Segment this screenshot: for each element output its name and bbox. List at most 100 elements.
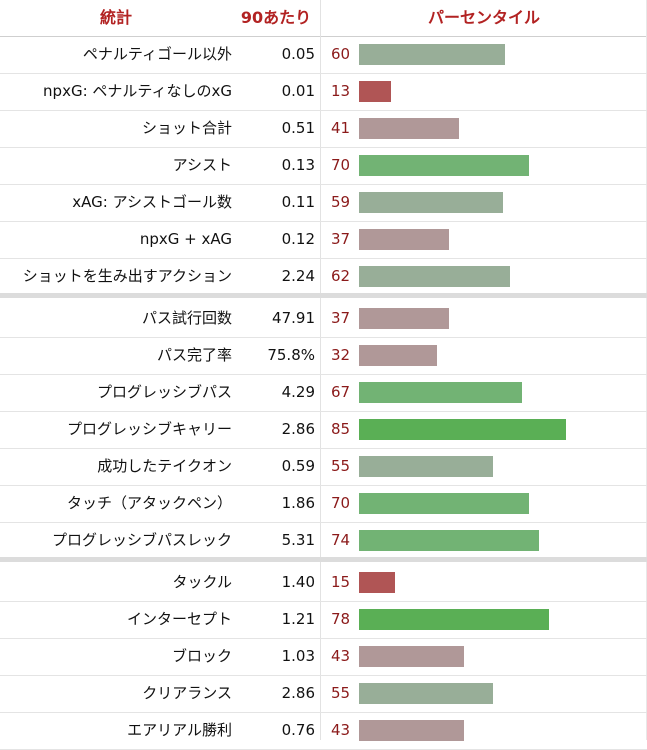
percentile-bar [359, 81, 391, 102]
percentile-bar [359, 192, 503, 213]
percentile-value: 15 [331, 573, 351, 591]
percentile-bar [359, 229, 449, 250]
stat-label: ショットを生み出すアクション [22, 267, 232, 285]
stat-label: npxG: ペナルティなしのxG [43, 82, 232, 100]
percentile-value: 70 [331, 494, 351, 512]
table-row: ペナルティゴール以外 0.05 60 [0, 36, 647, 74]
percentile-value: 60 [331, 45, 351, 63]
percentile-bar [359, 572, 395, 593]
table-row: アシスト 0.13 70 [0, 147, 647, 185]
stat-label: プログレッシブキャリー [66, 420, 232, 438]
stat-label: エアリアル勝利 [127, 721, 232, 739]
stat-label: インターセプト [126, 610, 232, 628]
per90-value: 0.11 [281, 193, 315, 211]
percentile-bar [359, 155, 529, 176]
table-row: パス完了率 75.8% 32 [0, 337, 647, 375]
group-separator [0, 557, 647, 562]
percentile-value: 37 [331, 309, 351, 327]
percentile-bar [359, 609, 549, 630]
per90-value: 0.12 [281, 230, 315, 248]
stat-label: タッチ（アタックペン） [66, 494, 232, 512]
percentile-value: 37 [331, 230, 351, 248]
column-header-stat: 統計 [99, 8, 132, 27]
stat-label: プログレッシブパスレック [51, 531, 232, 549]
table-row: ブロック 1.03 43 [0, 638, 647, 676]
per90-value: 75.8% [267, 346, 315, 364]
table-row: エアリアル勝利 0.76 43 [0, 712, 647, 750]
percentile-bar [359, 493, 529, 514]
table-row: クリアランス 2.86 55 [0, 675, 647, 713]
table-row: パス試行回数 47.91 37 [0, 300, 647, 338]
percentile-bar [359, 530, 539, 551]
table-row: ショット合計 0.51 41 [0, 110, 647, 148]
table-row: npxG: ペナルティなしのxG 0.01 13 [0, 73, 647, 111]
stat-label: プログレッシブパス [96, 383, 232, 401]
table-row: プログレッシブパス 4.29 67 [0, 374, 647, 412]
stat-label: パス完了率 [156, 346, 232, 364]
percentile-value: 62 [331, 267, 351, 285]
stat-label: xAG: アシストゴール数 [72, 193, 232, 211]
per90-value: 0.51 [281, 119, 315, 137]
percentile-value: 59 [331, 193, 351, 211]
per90-value: 0.13 [281, 156, 315, 174]
percentile-bar [359, 720, 464, 741]
table-row: タッチ（アタックペン） 1.86 70 [0, 485, 647, 523]
percentile-value: 55 [331, 684, 351, 702]
percentile-value: 67 [331, 383, 351, 401]
percentile-value: 85 [331, 420, 351, 438]
stat-label: npxG + xAG [139, 230, 232, 248]
stat-label: ブロック [171, 647, 232, 665]
stat-label: アシスト [172, 156, 232, 174]
table-row: タックル 1.40 15 [0, 564, 647, 602]
percentile-value: 13 [331, 82, 351, 100]
per90-value: 0.01 [281, 82, 315, 100]
table-row: xAG: アシストゴール数 0.11 59 [0, 184, 647, 222]
percentile-value: 43 [331, 647, 351, 665]
table-row: インターセプト 1.21 78 [0, 601, 647, 639]
column-header-percentile: パーセンタイル [427, 8, 540, 27]
table-row: npxG + xAG 0.12 37 [0, 221, 647, 259]
percentile-bar [359, 44, 505, 65]
per90-value: 2.24 [281, 267, 315, 285]
per90-value: 1.03 [281, 647, 315, 665]
percentile-value: 55 [331, 457, 351, 475]
percentile-bar [359, 382, 522, 403]
per90-value: 4.29 [281, 383, 315, 401]
percentile-value: 43 [331, 721, 351, 739]
percentile-value: 70 [331, 156, 351, 174]
stat-label: パス試行回数 [141, 309, 232, 327]
table-row: プログレッシブパスレック 5.31 74 [0, 522, 647, 560]
table-header: 統計 90あたり パーセンタイル [0, 0, 647, 37]
table-row: プログレッシブキャリー 2.86 85 [0, 411, 647, 449]
stat-label: クリアランス [142, 684, 232, 702]
stat-label: タックル [172, 573, 232, 591]
percentile-bar [359, 646, 464, 667]
percentile-bar [359, 266, 510, 287]
per90-value: 5.31 [281, 531, 315, 549]
percentile-bar [359, 308, 449, 329]
per90-value: 0.76 [281, 721, 315, 739]
per90-value: 1.21 [281, 610, 315, 628]
percentile-bar [359, 345, 437, 366]
percentile-bar [359, 118, 459, 139]
per90-value: 1.40 [281, 573, 315, 591]
table-row: ショットを生み出すアクション 2.24 62 [0, 258, 647, 296]
per90-value: 0.05 [281, 45, 315, 63]
per90-value: 1.86 [281, 494, 315, 512]
per90-value: 2.86 [281, 420, 315, 438]
per90-value: 47.91 [272, 309, 315, 327]
percentile-bar [359, 456, 493, 477]
per90-value: 2.86 [281, 684, 315, 702]
group-separator [0, 293, 647, 298]
column-header-per90: 90あたり [240, 8, 312, 27]
table-row: 成功したテイクオン 0.59 55 [0, 448, 647, 486]
percentile-value: 41 [331, 119, 351, 137]
percentile-value: 78 [331, 610, 351, 628]
stat-label: 成功したテイクオン [97, 457, 232, 475]
stat-label: ショット合計 [141, 119, 232, 137]
percentile-bar [359, 683, 493, 704]
column-divider [320, 0, 321, 740]
percentile-value: 74 [331, 531, 351, 549]
percentile-value: 32 [331, 346, 351, 364]
percentile-bar [359, 419, 566, 440]
